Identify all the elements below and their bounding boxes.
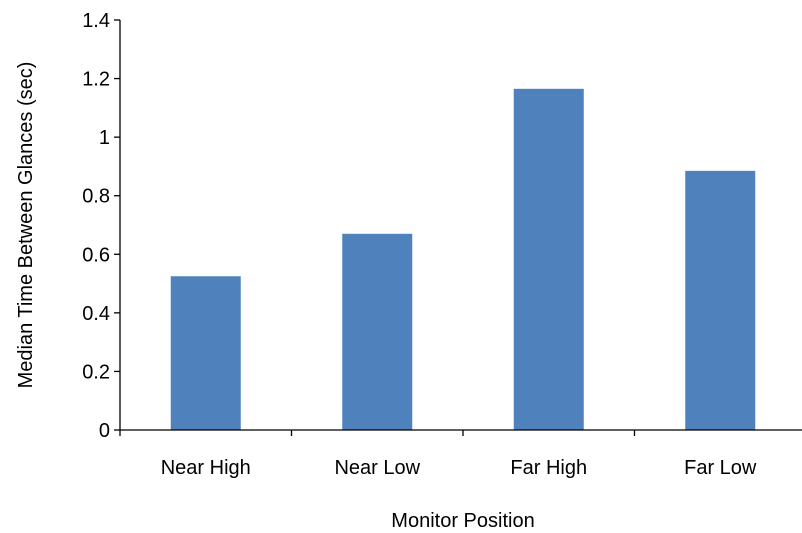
bar: [170, 276, 241, 430]
x-tick-label: Near High: [161, 457, 251, 479]
y-tick-label: 0.8: [82, 186, 110, 208]
x-tick-label: Far Low: [684, 457, 757, 479]
y-axis-ticks: 0 0.2 0.4 0.6 0.8 1 1.2 1.4: [82, 10, 120, 442]
y-tick-label: 0: [99, 420, 110, 442]
bars: [170, 88, 756, 431]
y-tick-label: 1.2: [82, 69, 110, 91]
x-axis-ticks: Near High Near Low Far High Far Low: [119, 430, 757, 479]
x-axis-title: Monitor Position: [391, 510, 534, 532]
y-tick-label: 0.6: [82, 244, 110, 266]
bar: [342, 233, 413, 430]
y-tick-label: 0.2: [82, 361, 110, 383]
x-tick-label: Far High: [510, 457, 587, 479]
x-tick-label: Near Low: [334, 457, 420, 479]
y-tick-label: 0.4: [82, 303, 110, 325]
bar: [685, 170, 756, 431]
y-tick-label: 1.4: [82, 10, 110, 32]
bar: [513, 88, 584, 431]
y-tick-label: 1: [99, 127, 110, 149]
y-axis-title: Median Time Between Glances (sec): [15, 62, 37, 389]
